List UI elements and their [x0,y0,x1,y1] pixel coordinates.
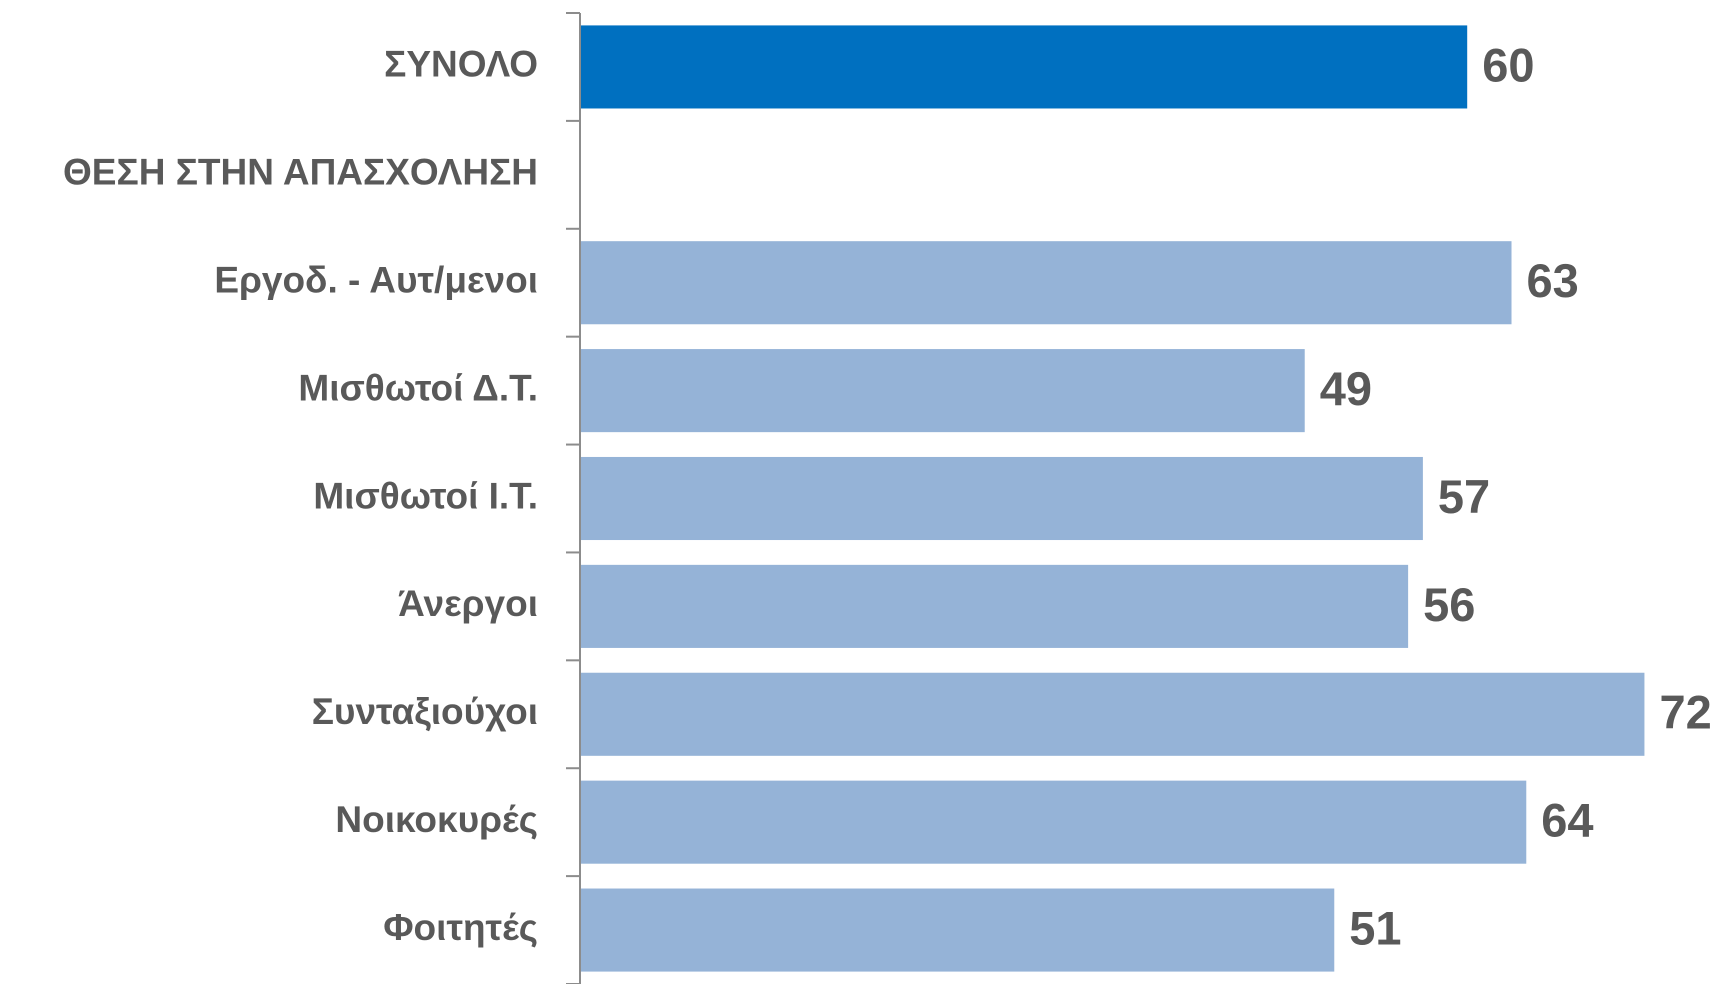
category-label: Μισθωτοί Ι.Τ. [313,475,538,516]
bar [581,25,1468,109]
bar [581,241,1512,325]
value-label: 51 [1349,901,1401,954]
bar [581,564,1409,648]
value-label: 57 [1438,470,1490,523]
value-label: 60 [1482,38,1534,91]
category-label: Φοιτητές [383,907,538,948]
value-label: 63 [1527,254,1579,307]
value-label: 72 [1659,686,1711,739]
category-label: ΣΥΝΟΛΟ [384,44,538,85]
value-label: 64 [1541,794,1593,847]
bar [581,672,1645,756]
category-label: Συνταξιούχοι [312,691,538,732]
category-label: Άνεργοι [398,583,538,624]
bar [581,888,1335,972]
value-label: 49 [1320,362,1372,415]
bar [581,780,1527,864]
category-label: Μισθωτοί Δ.Τ. [298,367,538,408]
bar [581,456,1423,541]
value-label: 56 [1423,578,1475,631]
category-label: Εργοδ. - Αυτ/μενοι [214,260,538,301]
bar [581,349,1305,433]
category-label: Νοικοκυρές [335,799,538,840]
category-label: ΘΕΣΗ ΣΤΗΝ ΑΠΑΣΧΟΛΗΣΗ [63,152,538,193]
